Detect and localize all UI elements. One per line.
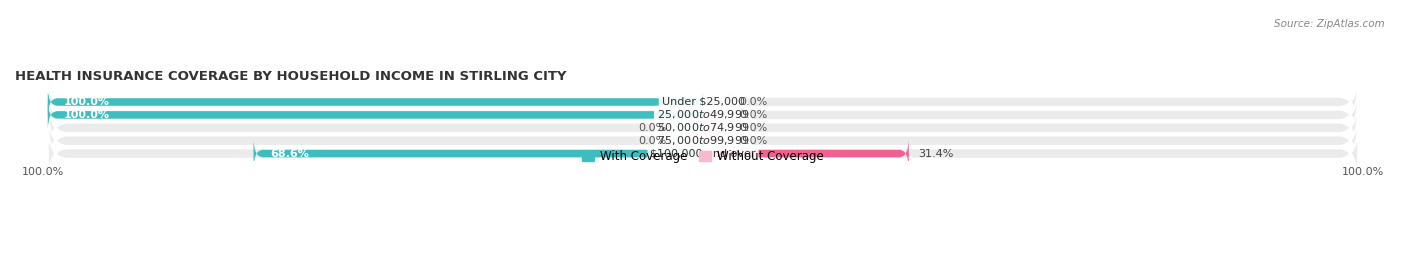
FancyBboxPatch shape [703, 125, 730, 156]
Text: $50,000 to $74,999: $50,000 to $74,999 [657, 121, 749, 134]
FancyBboxPatch shape [48, 82, 1358, 148]
FancyBboxPatch shape [48, 69, 1358, 135]
Text: 0.0%: 0.0% [740, 97, 768, 107]
FancyBboxPatch shape [703, 99, 730, 130]
Text: 0.0%: 0.0% [740, 110, 768, 120]
Text: Source: ZipAtlas.com: Source: ZipAtlas.com [1274, 19, 1385, 29]
Text: 100.0%: 100.0% [1343, 167, 1385, 177]
FancyBboxPatch shape [48, 86, 703, 118]
FancyBboxPatch shape [253, 138, 703, 169]
Text: 0.0%: 0.0% [638, 123, 666, 133]
FancyBboxPatch shape [48, 120, 1358, 187]
FancyBboxPatch shape [48, 94, 1358, 161]
Text: 100.0%: 100.0% [21, 167, 63, 177]
FancyBboxPatch shape [703, 112, 730, 143]
FancyBboxPatch shape [703, 138, 908, 169]
Text: 100.0%: 100.0% [65, 110, 110, 120]
FancyBboxPatch shape [676, 112, 703, 143]
Text: 0.0%: 0.0% [740, 136, 768, 146]
Text: 100.0%: 100.0% [65, 97, 110, 107]
FancyBboxPatch shape [703, 86, 730, 118]
Text: 31.4%: 31.4% [918, 148, 953, 158]
Text: HEALTH INSURANCE COVERAGE BY HOUSEHOLD INCOME IN STIRLING CITY: HEALTH INSURANCE COVERAGE BY HOUSEHOLD I… [15, 70, 567, 83]
FancyBboxPatch shape [676, 125, 703, 156]
Text: 0.0%: 0.0% [638, 136, 666, 146]
Text: Under $25,000: Under $25,000 [661, 97, 745, 107]
Text: 68.6%: 68.6% [270, 148, 309, 158]
Text: 0.0%: 0.0% [740, 123, 768, 133]
Legend: With Coverage, Without Coverage: With Coverage, Without Coverage [578, 145, 828, 167]
FancyBboxPatch shape [48, 107, 1358, 174]
Text: $75,000 to $99,999: $75,000 to $99,999 [657, 134, 749, 147]
FancyBboxPatch shape [48, 99, 703, 130]
Text: $25,000 to $49,999: $25,000 to $49,999 [657, 108, 749, 121]
Text: $100,000 and over: $100,000 and over [650, 148, 756, 158]
